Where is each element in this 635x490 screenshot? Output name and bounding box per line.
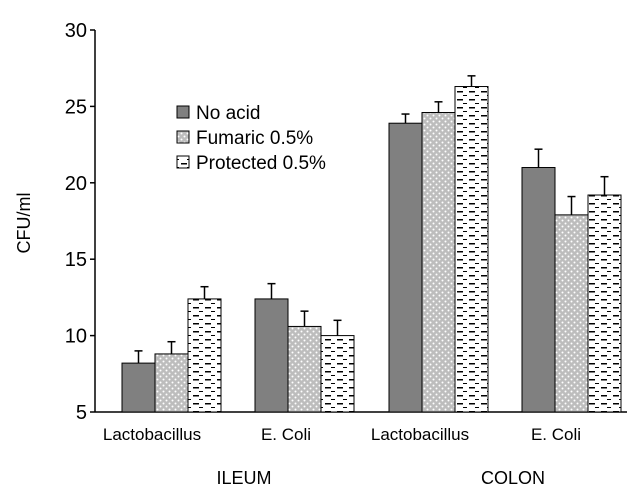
- bar: [388, 122, 423, 413]
- y-tick-label: 25: [65, 96, 87, 118]
- bar: [121, 362, 156, 413]
- bars-layer: [121, 75, 622, 413]
- y-tick-label: 30: [65, 20, 87, 42]
- bar: [287, 325, 322, 413]
- y-tick-label: 15: [65, 249, 87, 271]
- group-label: ILEUM: [216, 468, 271, 488]
- legend-swatch: [176, 105, 190, 119]
- legend-swatch: [176, 130, 190, 144]
- y-axis-label: CFU/ml: [14, 193, 34, 254]
- bar: [521, 167, 556, 413]
- legend-label: Protected 0.5%: [196, 153, 326, 174]
- bar: [554, 214, 589, 413]
- bar: [187, 298, 222, 413]
- x-tick-label: Lactobacillus: [103, 425, 201, 444]
- x-axis: Lactobacillus E. Coli Lactobacillus E. Coli…: [103, 425, 581, 488]
- x-tick-label: E. Coli: [261, 425, 311, 444]
- bar: [421, 112, 456, 413]
- legend-swatch: [176, 155, 190, 169]
- legend-label: Fumaric 0.5%: [196, 128, 313, 149]
- bar: [254, 298, 289, 413]
- y-tick-label: 20: [65, 173, 87, 195]
- bar: [587, 194, 622, 413]
- y-tick-label: 5: [76, 402, 87, 424]
- x-tick-label: Lactobacillus: [371, 425, 469, 444]
- legend: No acid Fumaric 0.5% Protected 0.5%: [176, 103, 326, 174]
- legend-label: No acid: [196, 103, 260, 124]
- x-tick-label: E. Coli: [531, 425, 581, 444]
- bar: [320, 335, 355, 413]
- y-tick-label: 10: [65, 326, 87, 348]
- group-label: COLON: [481, 468, 545, 488]
- bar: [154, 353, 189, 413]
- bar: [454, 86, 489, 413]
